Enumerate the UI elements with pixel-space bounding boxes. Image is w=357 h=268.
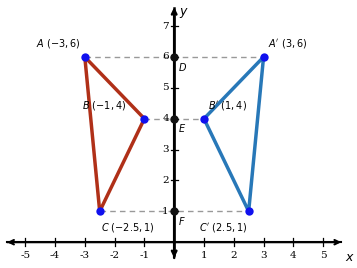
Text: 5: 5 [162, 83, 169, 92]
Text: -3: -3 [80, 251, 90, 260]
Text: $F$: $F$ [178, 215, 186, 227]
Text: 3: 3 [260, 251, 267, 260]
Text: $A\ (-3, 6)$: $A\ (-3, 6)$ [36, 37, 80, 50]
Text: $B'\ (1, 4)$: $B'\ (1, 4)$ [208, 99, 247, 112]
Text: 2: 2 [162, 176, 169, 185]
Text: 1: 1 [162, 207, 169, 216]
Text: -2: -2 [110, 251, 120, 260]
Text: 2: 2 [231, 251, 237, 260]
Text: 6: 6 [162, 53, 169, 61]
Text: -1: -1 [139, 251, 150, 260]
Text: 5: 5 [320, 251, 326, 260]
Text: 3: 3 [162, 145, 169, 154]
Text: $A'\ (3, 6)$: $A'\ (3, 6)$ [268, 37, 307, 50]
Text: $B\ (-1, 4)$: $B\ (-1, 4)$ [82, 99, 126, 112]
Text: -5: -5 [20, 251, 30, 260]
Text: $y$: $y$ [178, 6, 188, 20]
Text: 1: 1 [201, 251, 207, 260]
Text: $E$: $E$ [178, 122, 186, 135]
Text: $D$: $D$ [178, 61, 187, 73]
Text: 4: 4 [162, 114, 169, 123]
Text: -4: -4 [50, 251, 60, 260]
Text: 7: 7 [162, 22, 169, 31]
Text: 4: 4 [290, 251, 297, 260]
Text: $C'\ (2.5, 1)$: $C'\ (2.5, 1)$ [199, 221, 247, 234]
Text: $C\ (-2.5, 1)$: $C\ (-2.5, 1)$ [101, 221, 155, 234]
Text: $x$: $x$ [346, 251, 355, 264]
